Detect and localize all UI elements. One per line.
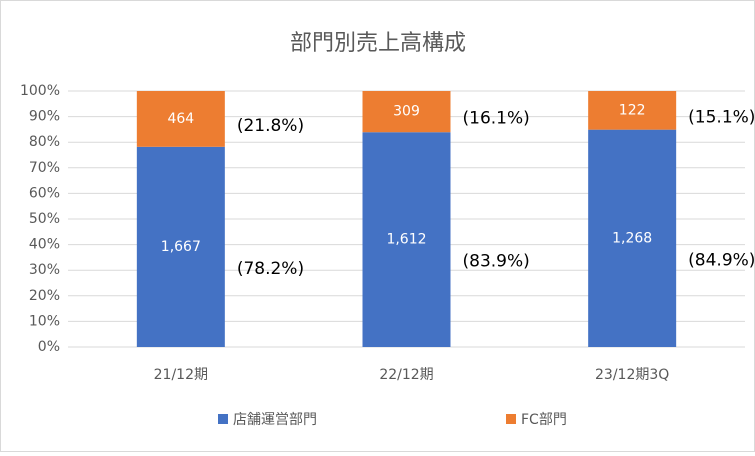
bar-segment (136, 91, 225, 147)
legend-swatch (506, 414, 516, 424)
legend-label: FC部門 (521, 412, 567, 428)
percent-label: (84.9%) (688, 250, 755, 270)
count-label: 1,667 (161, 239, 201, 255)
y-tick-label: 30% (29, 262, 60, 278)
count-label: 464 (167, 111, 194, 127)
bar-segment (588, 129, 677, 347)
percent-label: (78.2%) (237, 259, 304, 279)
count-label: 309 (393, 104, 420, 120)
y-tick-label: 50% (29, 211, 60, 227)
chart-title: 部門別売上高構成 (290, 31, 466, 56)
count-label: 1,612 (386, 232, 426, 248)
bar-segment (362, 91, 451, 133)
x-tick-label: 23/12期3Q (595, 367, 669, 383)
bar-segment (362, 132, 451, 347)
y-tick-label: 40% (29, 237, 60, 253)
x-tick-label: 21/12期 (154, 367, 208, 383)
percent-label: (16.1%) (463, 109, 530, 129)
y-tick-label: 90% (29, 109, 60, 125)
legend-swatch (218, 414, 228, 424)
x-tick-label: 22/12期 (379, 367, 433, 383)
count-label: 1,268 (612, 230, 652, 246)
bar-segment (588, 91, 677, 130)
y-tick-label: 0% (38, 339, 60, 355)
percent-label: (83.9%) (463, 252, 530, 272)
bar-segment (136, 146, 225, 347)
y-tick-label: 100% (20, 83, 60, 99)
y-tick-label: 80% (29, 134, 60, 150)
percent-label: (15.1%) (688, 107, 755, 127)
y-tick-label: 20% (29, 288, 60, 304)
percent-label: (21.8%) (237, 116, 304, 136)
y-tick-label: 10% (29, 313, 60, 329)
y-tick-label: 70% (29, 160, 60, 176)
legend-label: 店舗運営部門 (233, 412, 317, 428)
count-label: 122 (619, 102, 646, 118)
y-tick-label: 60% (29, 185, 60, 201)
